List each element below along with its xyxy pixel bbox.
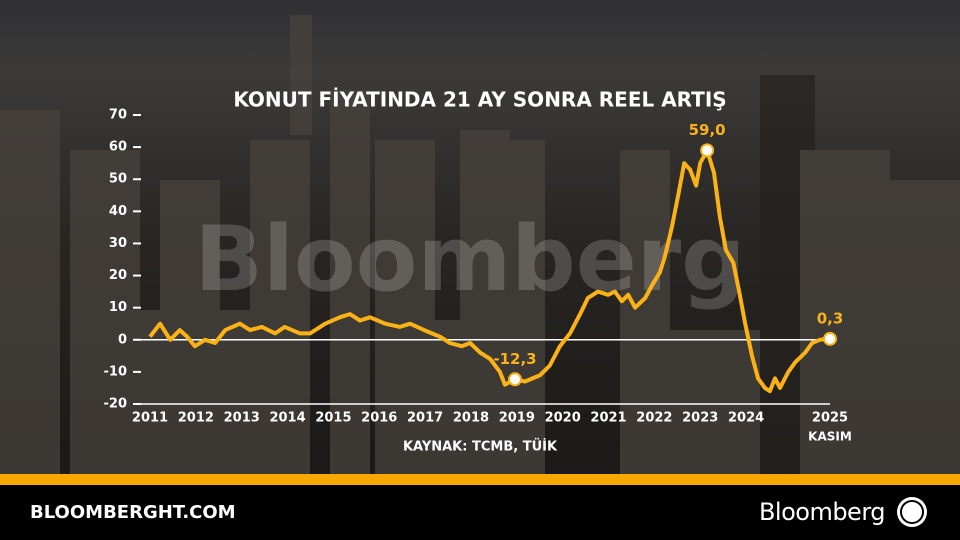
buildings [0,15,960,480]
x-tick-label: 2011 [132,411,168,426]
y-tick-label: 40 [109,204,127,219]
y-tick-label: 60 [109,140,127,155]
x-tick-label: 2022 [636,411,672,426]
y-tick-label: 30 [109,236,127,251]
brand: Bloomberg [759,498,885,526]
line [148,148,831,394]
marker [823,331,837,346]
x-note: KASIM [808,430,852,444]
x-tick-label: 2023 [682,411,718,426]
site-name: BLOOMBERGHT.COM [30,502,236,523]
x-tick-label: 2015 [315,411,351,426]
x-tick-label: 2013 [224,411,260,426]
marker [507,372,522,387]
y-tick-label: 20 [109,268,127,283]
overlay [0,0,960,480]
x-tick-label: 2018 [453,411,489,426]
watermark: Bloomberg [194,207,745,312]
x-tick-label: 2020 [545,411,581,426]
footer-stripe [0,474,960,485]
x-tick-label: 2024 [728,411,764,426]
y-tick-label: 70 [109,108,127,123]
logo-ring [900,500,924,524]
x-tick-label: 2016 [361,411,397,426]
marker [700,143,715,158]
value-label: -12,3 [493,350,536,368]
y-tick-label: -10 [104,364,128,379]
x-tick-label: 2017 [407,411,443,426]
x-tick-label: 2025 [812,411,848,426]
y-tick-label: 10 [109,300,127,315]
y-tick-label: 50 [109,172,127,187]
plot: -20 -10 0 10 20 30 40 50 60 70 2011 2012 2013 2014 201… [104,108,852,444]
value-label: 59,0 [689,121,726,139]
y-tick-label: -20 [104,397,128,412]
x-tick-label: 2014 [269,411,305,426]
value-label: 0,3 [817,309,844,327]
x-tick-label: 2021 [590,411,626,426]
y-tick-label: 0 [118,332,127,347]
source: KAYNAK: TCMB, TÜİK [403,439,558,455]
footer [0,485,960,540]
chart-title: KONUT FİYATINDA 21 AY SONRA REEL ARTIŞ [233,88,726,112]
x-tick-label: 2019 [499,411,535,426]
x-tick-label: 2012 [178,411,214,426]
